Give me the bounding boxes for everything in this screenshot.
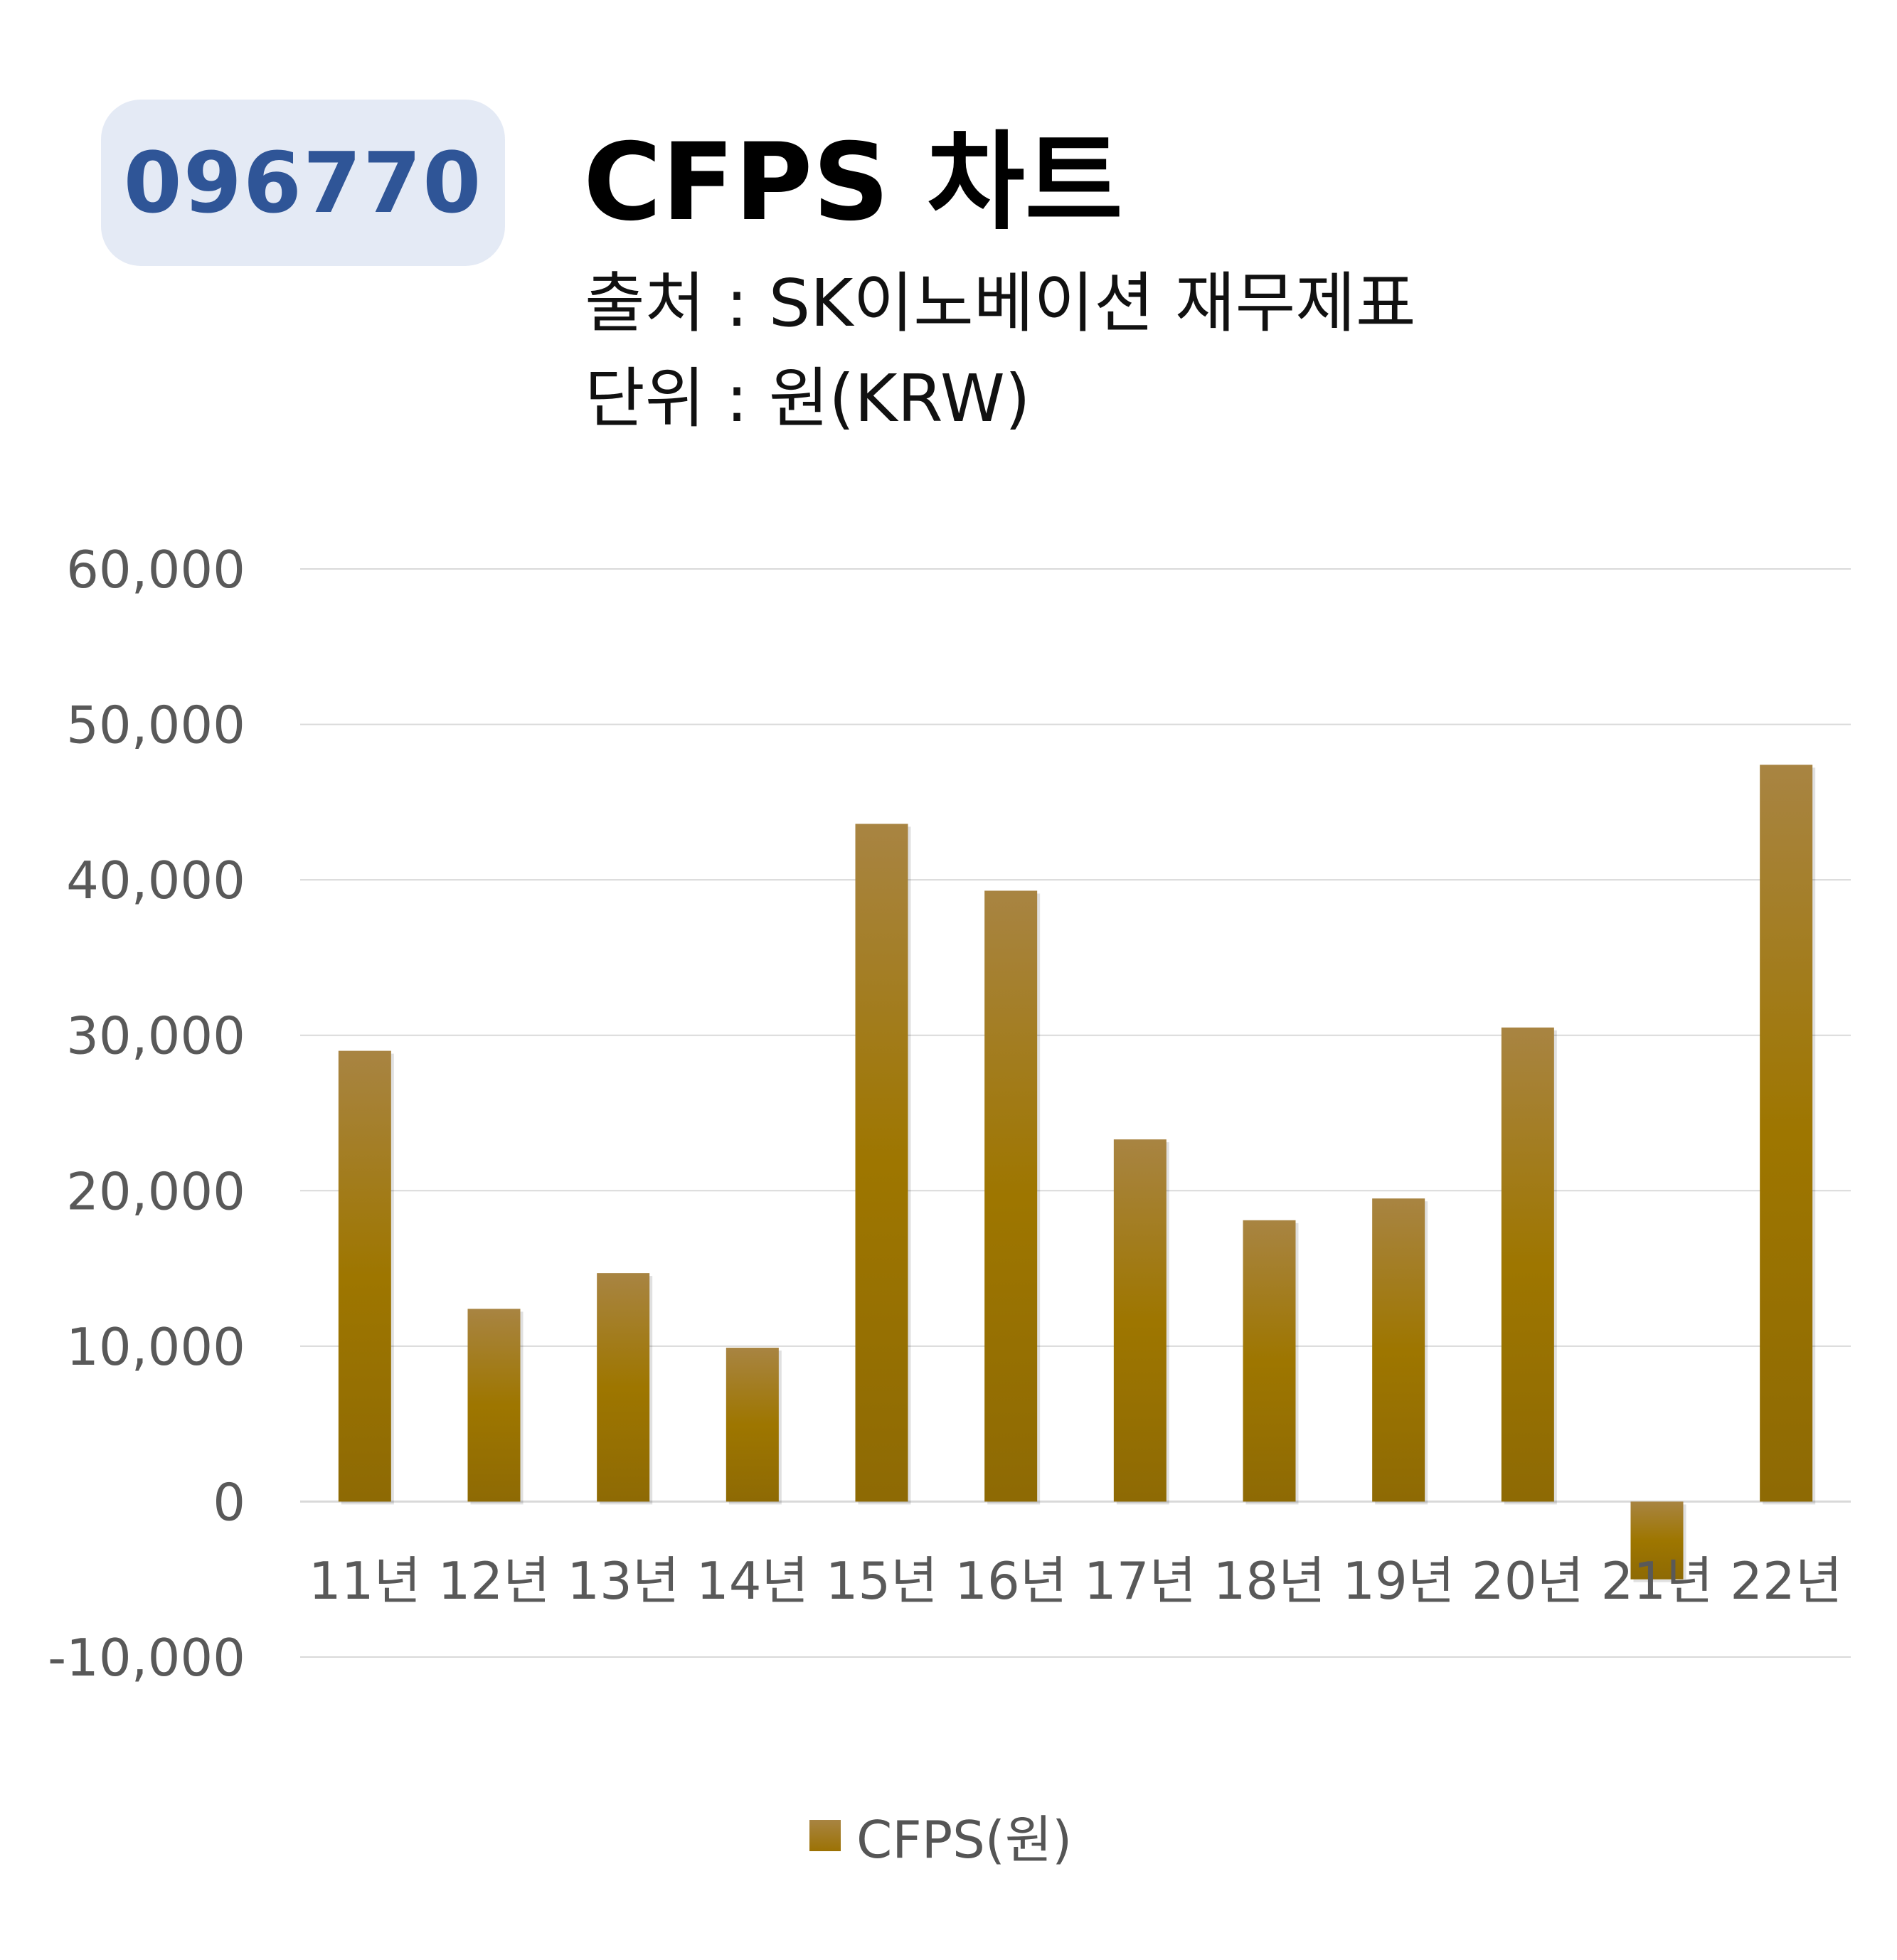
legend-swatch xyxy=(809,1819,841,1851)
bar-14년 xyxy=(726,1348,779,1502)
x-tick-label: 14년 xyxy=(696,1551,809,1611)
x-tick-label: 19년 xyxy=(1342,1551,1455,1611)
unit-text: 단위 : 원(KRW) xyxy=(585,361,1031,437)
y-tick-label: 30,000 xyxy=(66,1006,245,1066)
ticker-code: 096770 xyxy=(123,134,483,232)
x-tick-label: 21년 xyxy=(1601,1551,1713,1611)
source-text: 출처 : SK이노베이션 재무제표 xyxy=(585,265,1416,341)
y-tick-label: 60,000 xyxy=(66,540,245,600)
y-tick-label: 20,000 xyxy=(66,1161,245,1221)
chart-title: CFPS 차트 xyxy=(583,121,1123,245)
bar-20년 xyxy=(1501,1027,1554,1502)
bar-15년 xyxy=(855,824,908,1502)
bar-21년 xyxy=(1630,1501,1684,1580)
gridlines xyxy=(300,568,1851,1658)
ticker-badge: 096770 xyxy=(101,100,505,266)
x-tick-label: 15년 xyxy=(826,1551,938,1611)
bar-22년 xyxy=(1760,765,1813,1502)
bar-13년 xyxy=(597,1273,650,1502)
bar-12년 xyxy=(467,1309,521,1502)
bar-19년 xyxy=(1372,1198,1425,1502)
y-tick-label: 10,000 xyxy=(66,1317,245,1377)
y-axis-ticks: 60,000 50,000 40,000 30,000 20,000 10,000 0 -10… xyxy=(48,540,245,1688)
x-tick-label: 17년 xyxy=(1084,1551,1196,1611)
x-axis-ticks: 11년 12년 13년 14년 15년 16년 17년 18년 19년 20년 21년 22년 xyxy=(309,1551,1842,1611)
x-tick-label: 18년 xyxy=(1213,1551,1326,1611)
bar-18년 xyxy=(1243,1220,1296,1502)
x-tick-label: 20년 xyxy=(1472,1551,1584,1611)
bar-16년 xyxy=(984,890,1038,1502)
x-tick-label: 22년 xyxy=(1730,1551,1842,1611)
x-tick-label: 13년 xyxy=(567,1551,679,1611)
legend: CFPS(원) xyxy=(809,1798,1072,1873)
x-tick-label: 12년 xyxy=(438,1551,551,1611)
y-tick-label: 40,000 xyxy=(66,851,245,910)
bar-11년 xyxy=(338,1050,391,1502)
y-tick-label: 0 xyxy=(213,1472,245,1532)
x-tick-label: 16년 xyxy=(955,1551,1067,1611)
y-tick-label: -10,000 xyxy=(48,1628,245,1688)
bars xyxy=(338,765,1816,1582)
bar-17년 xyxy=(1113,1139,1167,1502)
legend-label: CFPS(원) xyxy=(856,1810,1073,1870)
y-tick-label: 50,000 xyxy=(66,696,245,755)
x-tick-label: 11년 xyxy=(309,1551,421,1611)
